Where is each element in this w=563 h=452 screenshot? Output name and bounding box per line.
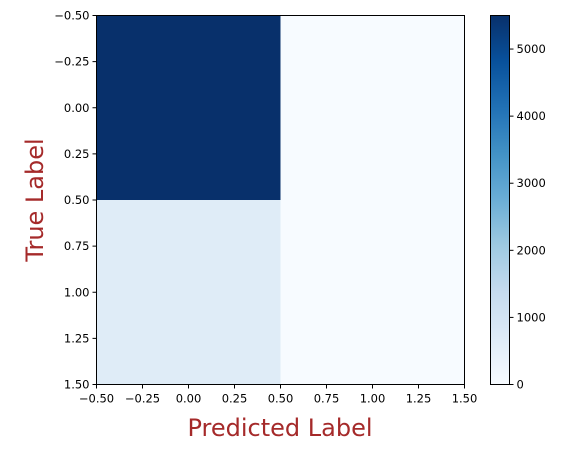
colorbar-tick-label: 0 xyxy=(517,378,524,392)
y-axis-label: True Label xyxy=(21,138,49,262)
colorbar-tick-label: 2000 xyxy=(517,243,546,257)
heatmap-cell xyxy=(96,200,281,385)
y-tick-label: 1.25 xyxy=(64,331,90,345)
heatmap-cell xyxy=(280,200,465,385)
x-tick-label: 0.50 xyxy=(268,392,294,406)
colorbar-tick-label: 4000 xyxy=(517,109,546,123)
heatmap-cells xyxy=(96,15,465,385)
colorbar-tick-label: 3000 xyxy=(517,176,546,190)
y-tick-label: 1.00 xyxy=(64,285,90,299)
y-tick-label: 1.50 xyxy=(64,378,90,392)
heatmap-cell xyxy=(280,15,465,200)
y-tick-label: 0.25 xyxy=(64,147,90,161)
x-tick-label: 1.25 xyxy=(406,392,432,406)
colorbar-tick-label: 1000 xyxy=(517,310,546,324)
x-axis-ticks: −0.50 −0.25 0.00 0.25 0.50 0.75 1.00 1.25 1.50 xyxy=(79,384,478,406)
x-tick-label: 1.50 xyxy=(452,392,478,406)
heatmap-cell xyxy=(96,15,281,200)
colorbar-gradient xyxy=(490,15,510,385)
y-axis-ticks: −0.50 −0.25 0.00 0.25 0.50 0.75 1.00 1.25 1.50 xyxy=(54,9,97,392)
x-tick-label: 0.25 xyxy=(222,392,248,406)
y-tick-label: −0.25 xyxy=(54,55,89,69)
colorbar-ticks: 0 1000 2000 3000 4000 5000 xyxy=(509,42,546,392)
y-tick-label: 0.50 xyxy=(64,193,90,207)
y-tick-label: 0.00 xyxy=(64,101,90,115)
x-tick-label: −0.50 xyxy=(79,392,114,406)
y-tick-label: 0.75 xyxy=(64,239,90,253)
x-tick-label: 0.00 xyxy=(176,392,202,406)
y-tick-label: −0.50 xyxy=(54,9,89,23)
colorbar-tick-label: 5000 xyxy=(517,42,546,56)
x-tick-label: 0.75 xyxy=(314,392,340,406)
x-tick-label: −0.25 xyxy=(125,392,160,406)
x-axis-label: Predicted Label xyxy=(187,414,372,442)
x-tick-label: 1.00 xyxy=(360,392,386,406)
